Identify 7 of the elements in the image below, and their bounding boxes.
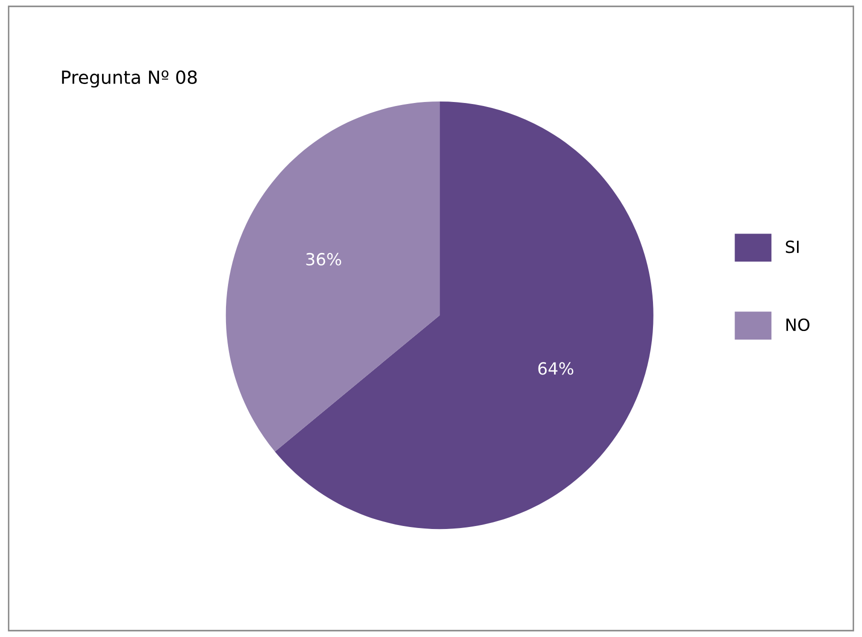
data-label: 64% — [538, 362, 574, 375]
data-label: 36% — [306, 252, 342, 266]
legend-label: SI — [786, 240, 799, 254]
chart-title: Pregunta Nº 08 — [62, 70, 197, 88]
pie-slice — [226, 102, 440, 452]
pie-slice — [274, 102, 654, 530]
legend-label: NO — [786, 318, 810, 332]
